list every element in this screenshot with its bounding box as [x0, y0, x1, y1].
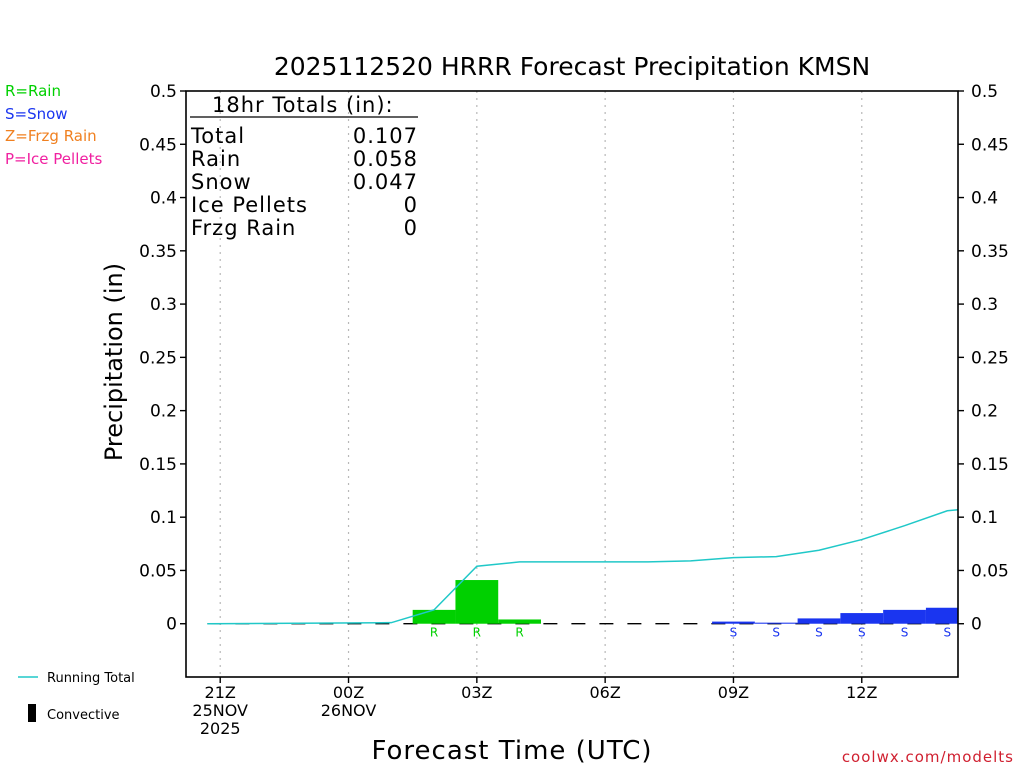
- bar-hour-13: [754, 622, 798, 624]
- y-tick-label-left-6: 0.3: [150, 295, 177, 315]
- totals-label-rain: Rain: [191, 147, 241, 171]
- convective-legend-label: Convective: [47, 708, 120, 723]
- y-tick-label-left-8: 0.4: [150, 189, 177, 209]
- y-tick-label-left-5: 0.25: [139, 348, 177, 368]
- y-tick-label-left-7: 0.35: [139, 242, 177, 262]
- y-tick-label-left-2: 0.1: [150, 508, 177, 528]
- x-tick-label-12z-0: 12Z: [846, 683, 877, 702]
- y-tick-label-right-2: 0.1: [971, 508, 998, 528]
- totals-value-total: 0.107: [353, 124, 418, 148]
- y-tick-label-left-3: 0.15: [139, 455, 177, 475]
- totals-value-ice-pellets: 0: [404, 193, 418, 217]
- x-tick-label-06z-0: 06Z: [589, 683, 620, 702]
- totals-label-frzg-rain: Frzg Rain: [191, 216, 296, 240]
- y-tick-label-right-4: 0.2: [971, 402, 998, 422]
- x-tick-label-21z-1: 25NOV: [192, 701, 248, 720]
- type-letter-hour-14: S: [815, 626, 823, 640]
- type-letter-hour-13: S: [772, 626, 780, 640]
- totals-value-rain: 0.058: [353, 147, 418, 171]
- bars-layer: [412, 580, 958, 624]
- x-tick-label-21z-2: 2025: [200, 719, 241, 738]
- type-letter-hour-5: R: [430, 626, 438, 640]
- bar-hour-5: [412, 609, 456, 624]
- type-letter-hour-16: S: [901, 626, 909, 640]
- totals-box: 18hr Totals (in): Total 0.107 Rain 0.058…: [190, 93, 418, 240]
- x-tick-label-09z-0: 09Z: [718, 683, 749, 702]
- x-tick-label-21z-0: 21Z: [205, 683, 236, 702]
- bar-hour-15: [840, 613, 884, 624]
- legend-frzg-rain: Z=Frzg Rain: [5, 127, 97, 145]
- bar-hour-16: [883, 609, 926, 624]
- running-total-legend-label: Running Total: [47, 671, 135, 686]
- bar-hour-7: [498, 619, 541, 624]
- x-tick-label-03z-0: 03Z: [461, 683, 492, 702]
- y-tick-label-left-10: 0.5: [150, 82, 177, 102]
- y-tick-label-left-4: 0.2: [150, 402, 177, 422]
- totals-value-frzg-rain: 0: [404, 216, 418, 240]
- grid-lines: [207, 91, 958, 677]
- series-legend: Running Total Convective: [18, 671, 135, 723]
- y-tick-label-right-10: 0.5: [971, 82, 998, 102]
- plot-frame: [185, 90, 959, 678]
- totals-label-snow: Snow: [191, 170, 252, 194]
- y-tick-label-right-9: 0.45: [971, 135, 1009, 155]
- legend-ice-pellets: P=Ice Pellets: [5, 150, 102, 168]
- bar-hour-17: [925, 607, 958, 624]
- x-tick-label-00z-1: 26NOV: [321, 701, 377, 720]
- y-tick-label-right-1: 0.05: [971, 561, 1009, 581]
- running-total-layer: [207, 508, 959, 625]
- precip-type-legend: R=Rain S=Snow Z=Frzg Rain P=Ice Pellets: [5, 82, 102, 168]
- type-letter-hour-7: R: [515, 626, 523, 640]
- type-letter-hour-17: S: [943, 626, 951, 640]
- legend-rain: R=Rain: [5, 82, 61, 100]
- totals-label-total: Total: [190, 124, 245, 148]
- totals-header: 18hr Totals (in):: [212, 93, 394, 117]
- bar-hour-14: [797, 618, 841, 624]
- bar-hour-6: [455, 580, 499, 624]
- totals-label-ice-pellets: Ice Pellets: [191, 193, 308, 217]
- chart-title: 2025112520 HRRR Forecast Precipitation K…: [274, 52, 870, 81]
- convective-swatch: [28, 704, 36, 722]
- y-tick-label-left-1: 0.05: [139, 561, 177, 581]
- type-letter-hour-12: S: [730, 626, 738, 640]
- credit-link[interactable]: coolwx.com/modelts: [842, 748, 1014, 766]
- y-tick-label-right-7: 0.35: [971, 242, 1009, 262]
- y-tick-label-right-0: 0: [971, 615, 982, 635]
- type-letter-hour-15: S: [858, 626, 866, 640]
- x-tick-label-00z-0: 00Z: [333, 683, 364, 702]
- type-letter-hour-6: R: [473, 626, 481, 640]
- y-tick-label-right-3: 0.15: [971, 455, 1009, 475]
- y-tick-label-right-8: 0.4: [971, 189, 998, 209]
- y-tick-label-left-9: 0.45: [139, 135, 177, 155]
- y-axis-ticks: 0 00.05 0.050.1 0.10.15 0.150.2 0.20.25 0.250.…: [139, 82, 1009, 635]
- x-axis-label: Forecast Time (UTC): [371, 736, 652, 766]
- running-total-line: [207, 508, 959, 625]
- y-tick-label-left-0: 0: [166, 615, 177, 635]
- totals-value-snow: 0.047: [353, 170, 418, 194]
- y-axis-label: Precipitation (in): [100, 263, 128, 461]
- y-tick-label-right-5: 0.25: [971, 348, 1009, 368]
- legend-snow: S=Snow: [5, 105, 68, 123]
- y-tick-label-right-6: 0.3: [971, 295, 998, 315]
- bar-hour-12: [712, 621, 755, 624]
